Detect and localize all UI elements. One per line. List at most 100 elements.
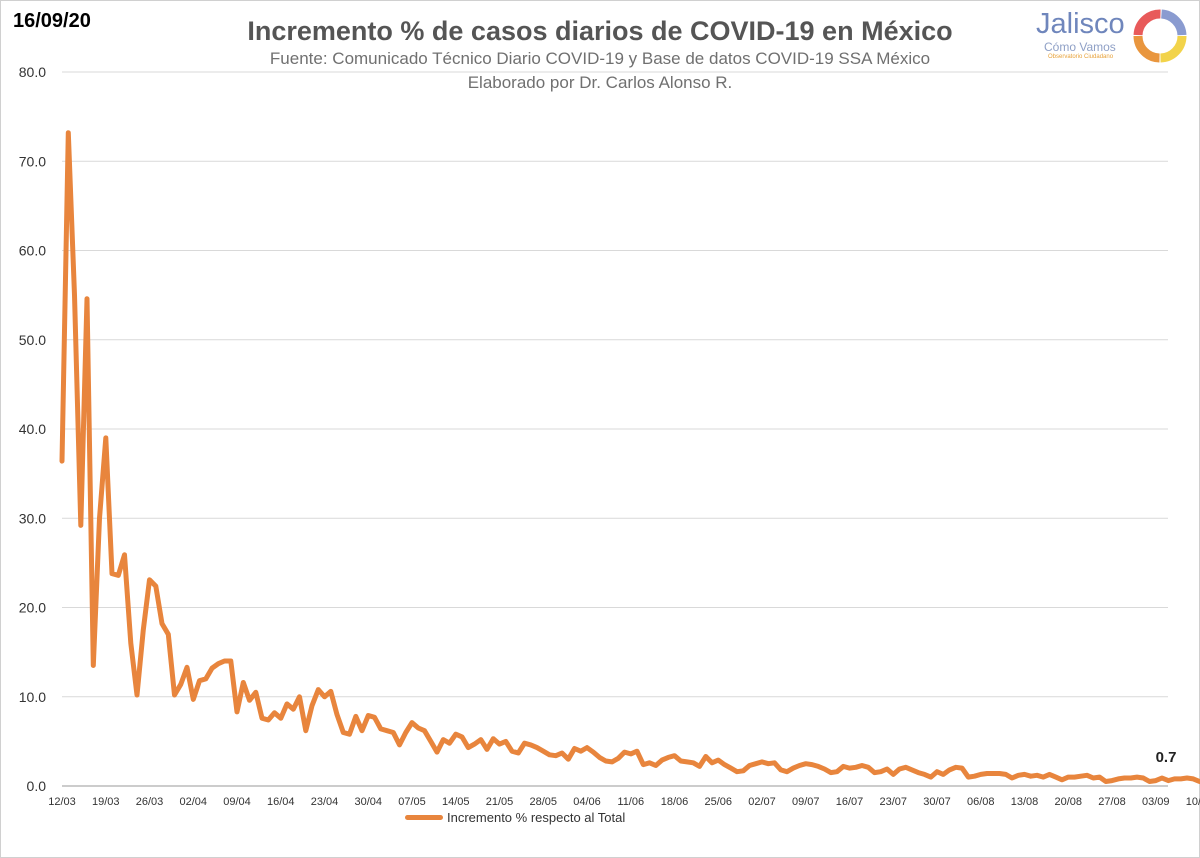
x-tick-label: 14/05 bbox=[442, 796, 470, 808]
x-tick-label: 18/06 bbox=[661, 796, 689, 808]
x-tick-label: 27/08 bbox=[1098, 796, 1126, 808]
data-point bbox=[404, 731, 407, 734]
data-point bbox=[836, 770, 838, 773]
data-point bbox=[798, 764, 801, 767]
data-point bbox=[1123, 777, 1126, 779]
data-point bbox=[117, 574, 120, 577]
data-point bbox=[279, 717, 282, 719]
data-point bbox=[361, 729, 363, 732]
data-point bbox=[923, 773, 926, 776]
y-tick-label: 70.0 bbox=[19, 153, 46, 169]
data-point bbox=[1092, 777, 1095, 779]
data-point bbox=[1061, 778, 1063, 781]
data-point bbox=[217, 662, 220, 665]
data-point bbox=[386, 729, 388, 732]
data-point bbox=[67, 131, 70, 134]
x-tick-label: 12/03 bbox=[48, 796, 76, 808]
data-point bbox=[842, 765, 845, 768]
y-tick-label: 50.0 bbox=[19, 332, 46, 348]
data-point bbox=[698, 765, 701, 768]
x-tick-label: 06/08 bbox=[967, 796, 995, 808]
data-point bbox=[1029, 775, 1032, 777]
data-point bbox=[1048, 773, 1051, 776]
data-point bbox=[1111, 779, 1113, 782]
data-point bbox=[373, 716, 376, 719]
data-point bbox=[1036, 774, 1038, 777]
data-point bbox=[636, 750, 638, 752]
x-tick-label: 30/07 bbox=[923, 796, 951, 808]
data-point bbox=[236, 711, 238, 713]
data-point bbox=[273, 712, 276, 714]
data-point bbox=[261, 717, 263, 719]
data-point bbox=[779, 769, 782, 771]
data-point bbox=[517, 752, 520, 754]
data-point bbox=[661, 759, 663, 761]
data-point bbox=[879, 770, 882, 773]
end-value-label: 0.7 bbox=[1156, 749, 1177, 766]
data-point bbox=[992, 772, 995, 775]
data-point bbox=[148, 579, 151, 581]
data-point bbox=[786, 770, 788, 773]
data-point bbox=[1011, 777, 1013, 779]
data-point bbox=[79, 524, 82, 527]
data-point bbox=[911, 769, 913, 771]
data-point bbox=[823, 768, 826, 770]
data-point bbox=[167, 633, 170, 636]
data-point bbox=[111, 572, 113, 575]
data-point bbox=[829, 771, 832, 774]
data-point bbox=[104, 437, 107, 439]
data-point bbox=[973, 775, 976, 777]
data-point bbox=[129, 642, 132, 644]
data-point bbox=[1154, 779, 1157, 782]
data-point bbox=[1173, 778, 1176, 780]
data-point bbox=[229, 660, 232, 662]
data-point bbox=[392, 731, 395, 734]
x-tick-label: 09/07 bbox=[792, 796, 820, 808]
x-tick-label: 09/04 bbox=[223, 796, 251, 808]
chart-legend: Incremento % respecto al Total bbox=[405, 810, 625, 825]
x-tick-label: 16/04 bbox=[267, 796, 295, 808]
y-axis-tick-labels: 0.0 10.0 20.0 30.0 40.0 50.0 60.0 70.0 80.0 bbox=[19, 64, 46, 794]
data-point bbox=[142, 629, 145, 631]
data-point bbox=[254, 691, 257, 694]
data-point bbox=[542, 750, 545, 752]
data-point bbox=[417, 727, 420, 729]
x-tick-label: 20/08 bbox=[1054, 796, 1082, 808]
data-point bbox=[598, 756, 601, 759]
data-point bbox=[529, 744, 532, 746]
data-point bbox=[367, 714, 370, 717]
x-tick-label: 23/07 bbox=[879, 796, 907, 808]
legend-label: Incremento % respecto al Total bbox=[447, 810, 626, 825]
chart-title: Incremento % de casos diarios de COVID-1… bbox=[247, 16, 953, 46]
logo-tagline: Observatorio Ciudadano bbox=[1048, 54, 1114, 60]
data-point bbox=[1086, 774, 1088, 777]
y-tick-label: 40.0 bbox=[19, 421, 46, 437]
data-point bbox=[1104, 780, 1107, 783]
data-point bbox=[573, 747, 576, 750]
data-point bbox=[242, 681, 245, 684]
series-layer bbox=[59, 130, 1200, 784]
data-point bbox=[679, 760, 682, 762]
data-point bbox=[504, 740, 507, 743]
data-point bbox=[736, 770, 738, 773]
x-tick-label: 25/06 bbox=[704, 796, 732, 808]
data-point bbox=[554, 754, 557, 757]
x-tick-label: 19/03 bbox=[92, 796, 120, 808]
data-point bbox=[767, 762, 770, 765]
data-point bbox=[398, 744, 401, 746]
logo-subtitle: Cómo Vamos bbox=[1044, 40, 1116, 54]
data-point bbox=[704, 755, 707, 758]
ring-logo-icon bbox=[1133, 9, 1187, 63]
data-point bbox=[317, 688, 320, 691]
data-point bbox=[161, 622, 163, 625]
data-point bbox=[729, 767, 732, 769]
chart-subtitle-author: Elaborado por Dr. Carlos Alonso R. bbox=[467, 73, 733, 92]
data-point bbox=[523, 742, 526, 744]
data-point bbox=[1054, 776, 1057, 778]
logo-name: Jalisco bbox=[1036, 8, 1125, 40]
legend-swatch-line bbox=[405, 815, 443, 820]
data-point bbox=[817, 765, 820, 768]
data-point bbox=[336, 713, 338, 716]
data-point bbox=[954, 766, 957, 769]
